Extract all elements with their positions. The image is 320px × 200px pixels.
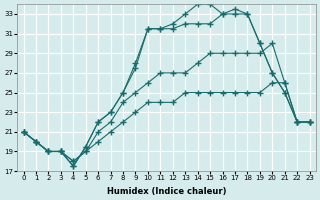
X-axis label: Humidex (Indice chaleur): Humidex (Indice chaleur) [107,187,226,196]
